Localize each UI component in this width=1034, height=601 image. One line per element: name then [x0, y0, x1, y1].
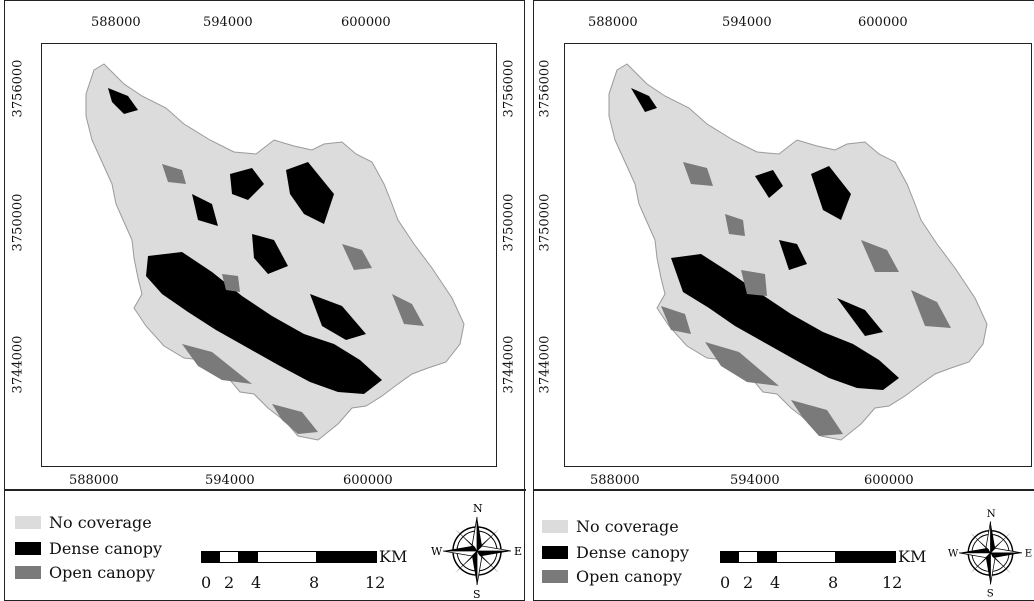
- y-tick-right: 3750000: [501, 193, 517, 252]
- y-tick-left: 3756000: [537, 59, 553, 118]
- y-tick-left: 3756000: [10, 59, 26, 118]
- scale-number: 8: [828, 573, 839, 592]
- swatch-no-coverage: [15, 516, 41, 529]
- y-tick-left: 3744000: [537, 335, 553, 394]
- x-tick-bottom: 600000: [343, 473, 393, 488]
- swatch-open-canopy: [15, 566, 41, 579]
- legend-divider: [5, 489, 526, 491]
- compass-n: N: [473, 502, 483, 515]
- y-tick-left: 3744000: [10, 335, 26, 394]
- scale-number: 2: [224, 573, 235, 592]
- legend-label: Dense canopy: [49, 539, 163, 558]
- scale-number: 12: [882, 573, 903, 592]
- x-tick-top: 600000: [858, 15, 908, 30]
- y-tick-left: 3750000: [537, 193, 553, 252]
- y-tick-right: 3744000: [501, 335, 517, 394]
- legend-item-dense-canopy: Dense canopy: [542, 543, 689, 562]
- x-tick-top: 594000: [203, 15, 253, 30]
- legend-label: No coverage: [49, 513, 152, 532]
- scale-number: 0: [201, 573, 212, 592]
- legend-item-dense-canopy: Dense canopy: [15, 539, 162, 558]
- x-tick-bottom: 588000: [590, 473, 640, 488]
- map-panel-left: 588000 594000 600000 3756000 3750000 374…: [4, 0, 526, 601]
- compass-rose-icon: N S W E: [948, 509, 1032, 600]
- x-tick-top: 600000: [341, 15, 391, 30]
- legend-item-open-canopy: Open canopy: [542, 567, 682, 586]
- scale-bar: [720, 551, 896, 563]
- scale-number: 4: [251, 573, 262, 592]
- x-tick-bottom: 594000: [205, 473, 255, 488]
- x-tick-top: 594000: [722, 15, 772, 30]
- legend-item-no-coverage: No coverage: [15, 513, 152, 532]
- x-tick-bottom: 594000: [730, 473, 780, 488]
- compass-s: S: [987, 589, 994, 600]
- legend-item-no-coverage: No coverage: [542, 517, 679, 536]
- legend-label: No coverage: [576, 517, 679, 536]
- legend-item-open-canopy: Open canopy: [15, 563, 155, 582]
- legend-label: Dense canopy: [576, 543, 690, 562]
- compass-rose-icon: N S W E: [431, 502, 522, 599]
- legend-label: Open canopy: [49, 563, 155, 582]
- scale-unit: KM: [898, 547, 927, 566]
- x-tick-top: 588000: [91, 15, 141, 30]
- scale-unit: KM: [379, 547, 408, 566]
- compass-s: S: [473, 588, 481, 599]
- land-cover-map: [85, 63, 465, 441]
- scale-number: 2: [743, 573, 754, 592]
- compass-e: E: [514, 545, 522, 558]
- swatch-no-coverage: [542, 520, 568, 533]
- swatch-open-canopy: [542, 570, 568, 583]
- x-tick-bottom: 588000: [69, 473, 119, 488]
- map-frame: [564, 43, 1032, 467]
- scale-bar: [201, 551, 377, 563]
- compass-e: E: [1025, 549, 1032, 560]
- legend-label: Open canopy: [576, 567, 682, 586]
- scale-number: 0: [720, 573, 731, 592]
- scale-number: 8: [309, 573, 320, 592]
- compass-n: N: [987, 509, 996, 520]
- swatch-dense-canopy: [542, 546, 568, 559]
- x-tick-top: 588000: [588, 15, 638, 30]
- map-frame: [41, 43, 497, 467]
- x-tick-bottom: 600000: [864, 473, 914, 488]
- legend-divider: [534, 489, 1034, 491]
- swatch-dense-canopy: [15, 542, 41, 555]
- compass-w: W: [431, 545, 443, 558]
- land-cover-map: [608, 63, 988, 441]
- y-tick-left: 3750000: [10, 193, 26, 252]
- scale-number: 4: [770, 573, 781, 592]
- map-panel-right: 588000 594000 600000 3756000 3750000 374…: [533, 0, 1034, 601]
- scale-number: 12: [365, 573, 386, 592]
- y-tick-right: 3756000: [501, 59, 517, 118]
- compass-w: W: [948, 549, 959, 560]
